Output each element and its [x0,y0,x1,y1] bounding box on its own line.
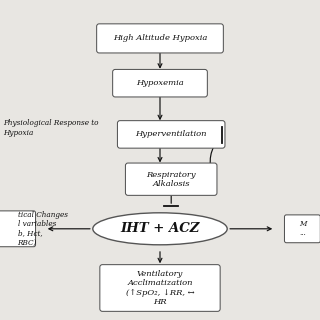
Text: Physiological Response to
Hypoxia: Physiological Response to Hypoxia [3,119,99,137]
FancyBboxPatch shape [117,121,225,148]
Ellipse shape [93,213,227,245]
Text: M
...: M ... [299,220,306,237]
FancyBboxPatch shape [125,163,217,195]
FancyBboxPatch shape [97,24,223,53]
FancyBboxPatch shape [0,211,36,247]
Text: tical Changes
l variables
b, Hct,
RBC): tical Changes l variables b, Hct, RBC) [18,211,68,247]
Text: IHT + ACZ: IHT + ACZ [120,222,200,235]
FancyBboxPatch shape [100,265,220,311]
FancyBboxPatch shape [113,69,207,97]
Text: Hypoxemia: Hypoxemia [136,79,184,87]
FancyBboxPatch shape [284,215,320,243]
Text: Hyperventilation: Hyperventilation [135,131,207,138]
Text: Ventilatory
Acclimatization
(↑SpO₂, ↓RR, ↔
HR: Ventilatory Acclimatization (↑SpO₂, ↓RR,… [126,270,194,306]
Text: Respiratory
Alkalosis: Respiratory Alkalosis [146,171,196,188]
Text: High Altitude Hypoxia: High Altitude Hypoxia [113,34,207,42]
FancyArrowPatch shape [210,137,220,177]
